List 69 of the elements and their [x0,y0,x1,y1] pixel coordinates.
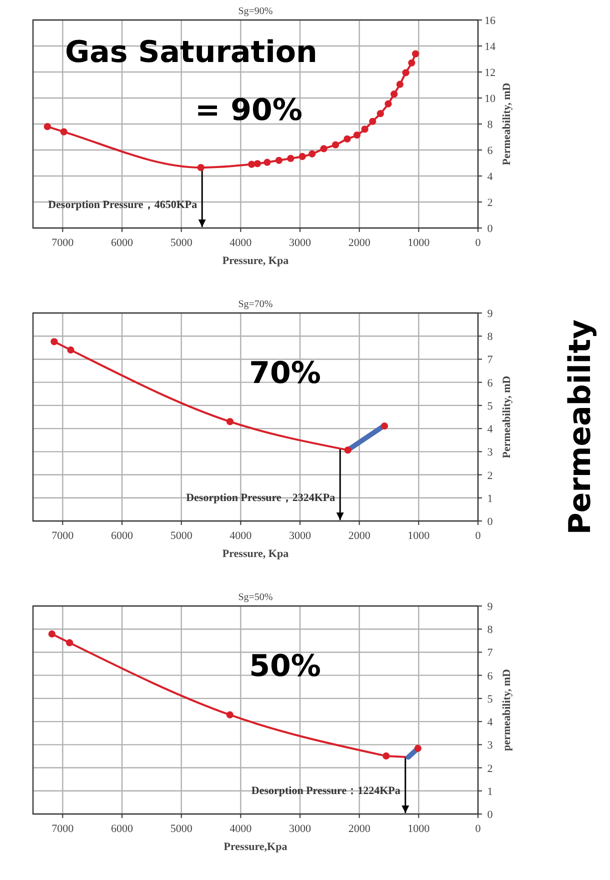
x-tick-label: 4000 [230,823,252,835]
y-tick-label: 6 [487,670,494,682]
y-tick-label: 12 [484,67,496,79]
x-tick-label: 0 [475,237,482,249]
y-axis-title: permeability, mD [501,669,513,751]
x-tick-label: 7000 [52,237,74,249]
x-tick-label: 2000 [348,823,371,835]
y-tick-label: 7 [487,647,494,660]
x-tick-label: 5000 [170,530,193,542]
x-tick-label: 3000 [289,823,312,835]
x-tick-label: 5000 [170,823,193,835]
x-tick-label: 1000 [408,823,430,835]
x-tick-label: 1000 [408,530,430,542]
y-tick-label: 0 [487,223,494,235]
x-tick-label: 1000 [408,237,430,249]
x-axis-title: Pressure, Kpa [222,255,290,267]
x-tick-label: 6000 [111,237,134,249]
y-tick-label: 14 [484,41,496,53]
chart-title: Sg=70% [238,299,273,310]
x-tick-label: 4000 [230,237,252,249]
y-tick-label: 2 [487,762,493,775]
y-tick-label: 16 [484,15,496,27]
y-tick-label: 6 [487,377,494,390]
y-tick-label: 3 [487,740,494,752]
y-tick-label: 2 [487,197,493,209]
y-tick-label: 0 [487,516,494,528]
chart-title: Sg=90% [238,6,273,17]
x-tick-label: 2000 [348,237,371,249]
x-axis-title: Pressure, Kpa [222,548,290,560]
y-tick-label: 0 [487,809,494,821]
y-tick-label: 4 [487,424,494,436]
y-tick-label: 8 [487,331,494,344]
annotation: 70% [249,356,321,391]
annotation: 50% [249,649,321,684]
x-tick-label: 3000 [289,237,312,249]
y-tick-label: 10 [484,93,496,105]
y-tick-label: 5 [487,400,494,412]
y-tick-label: 6 [487,145,494,157]
x-tick-label: 4000 [230,530,252,542]
x-tick-label: 0 [475,530,482,542]
ref-line-label: Desorption Pressure：1224KPa [251,785,401,797]
y-tick-label: 8 [487,119,494,131]
x-tick-label: 2000 [348,530,371,542]
x-tick-label: 3000 [289,530,312,542]
y-tick-label: 7 [487,354,494,366]
x-tick-label: 6000 [111,823,134,835]
chart-title: Sg=50% [238,592,273,603]
annotation: Gas Saturation = 90% [65,35,318,128]
x-tick-label: 0 [475,823,482,835]
y-axis-title: Permeability, mD [501,376,513,458]
y-tick-label: 3 [487,446,494,459]
ref-line-label: Desorption Pressure，2324KPa [186,492,336,504]
x-tick-label: 7000 [52,823,74,835]
y-tick-label: 1 [487,492,493,505]
x-tick-label: 5000 [170,237,193,249]
y-axis-title: Permeability, mD [501,82,513,166]
y-tick-label: 1 [487,786,493,798]
y-tick-label: 9 [487,601,494,613]
text: Permeability [563,318,598,535]
y-tick-label: 2 [487,470,493,482]
x-axis-title: Pressure,Kpa [224,841,288,853]
y-tick-label: 4 [487,716,494,729]
y-tick-label: 5 [487,693,494,706]
x-tick-label: 6000 [111,530,134,542]
y-tick-label: 4 [487,171,494,183]
y-tick-label: 8 [487,624,494,636]
y-tick-label: 9 [487,308,494,320]
ref-line-label: Desorption Pressure，4650KPa [48,199,198,211]
x-tick-label: 7000 [52,530,74,542]
